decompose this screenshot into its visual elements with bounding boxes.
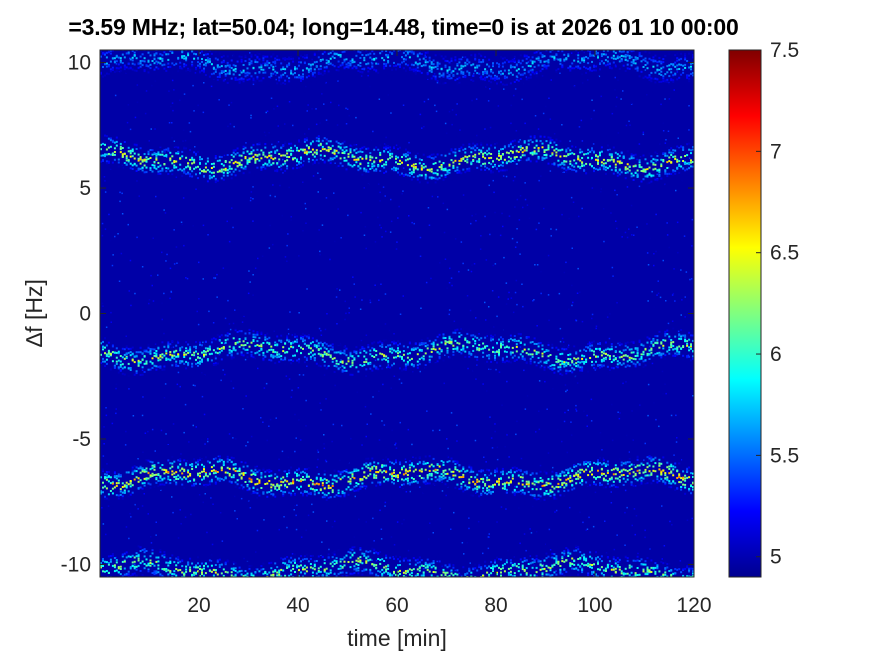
- colorbar: [728, 49, 762, 578]
- x-axis: 20 40 60 80 100 120: [187, 50, 712, 617]
- x-tick-label: 120: [676, 594, 711, 617]
- colorbar-tick-label: 6: [770, 343, 782, 366]
- colorbar-tick-label: 7.5: [770, 39, 799, 62]
- heatmap-band: [100, 50, 694, 96]
- heatmap-noise: [100, 51, 694, 577]
- y-axis-label: ∆f [Hz]: [21, 279, 47, 347]
- colorbar-tick-label: 7: [770, 140, 782, 163]
- y-tick-label: 0: [79, 303, 91, 326]
- heatmap-band: [100, 535, 694, 577]
- y-tick-label: -5: [72, 428, 91, 451]
- y-tick-label: 10: [68, 52, 91, 75]
- heatmap-background: [100, 50, 694, 577]
- x-tick-label: 20: [187, 594, 210, 617]
- colorbar-tick-label: 6.5: [770, 242, 799, 265]
- colorbar-tick-label: 5: [770, 546, 782, 569]
- heatmap-band: [100, 122, 694, 195]
- x-tick-label: 100: [577, 594, 612, 617]
- heatmap-band: [100, 316, 694, 385]
- heatmap-band: [100, 443, 694, 511]
- plot-area: [100, 50, 694, 577]
- x-tick-label: 60: [385, 594, 408, 617]
- y-tick-label: -10: [61, 553, 91, 576]
- chart-title: =3.59 MHz; lat=50.04; long=14.48, time=0…: [68, 14, 739, 40]
- x-tick-label: 80: [484, 594, 507, 617]
- x-axis-label: time [min]: [347, 625, 447, 651]
- x-tick-label: 40: [286, 594, 309, 617]
- y-tick-label: 5: [79, 177, 91, 200]
- colorbar-tick-label: 5.5: [770, 444, 799, 467]
- y-axis: -10 -5 0 5 10: [61, 52, 694, 576]
- colorbar-ticks: 5 5.5 6 6.5 7 7.5: [756, 39, 799, 569]
